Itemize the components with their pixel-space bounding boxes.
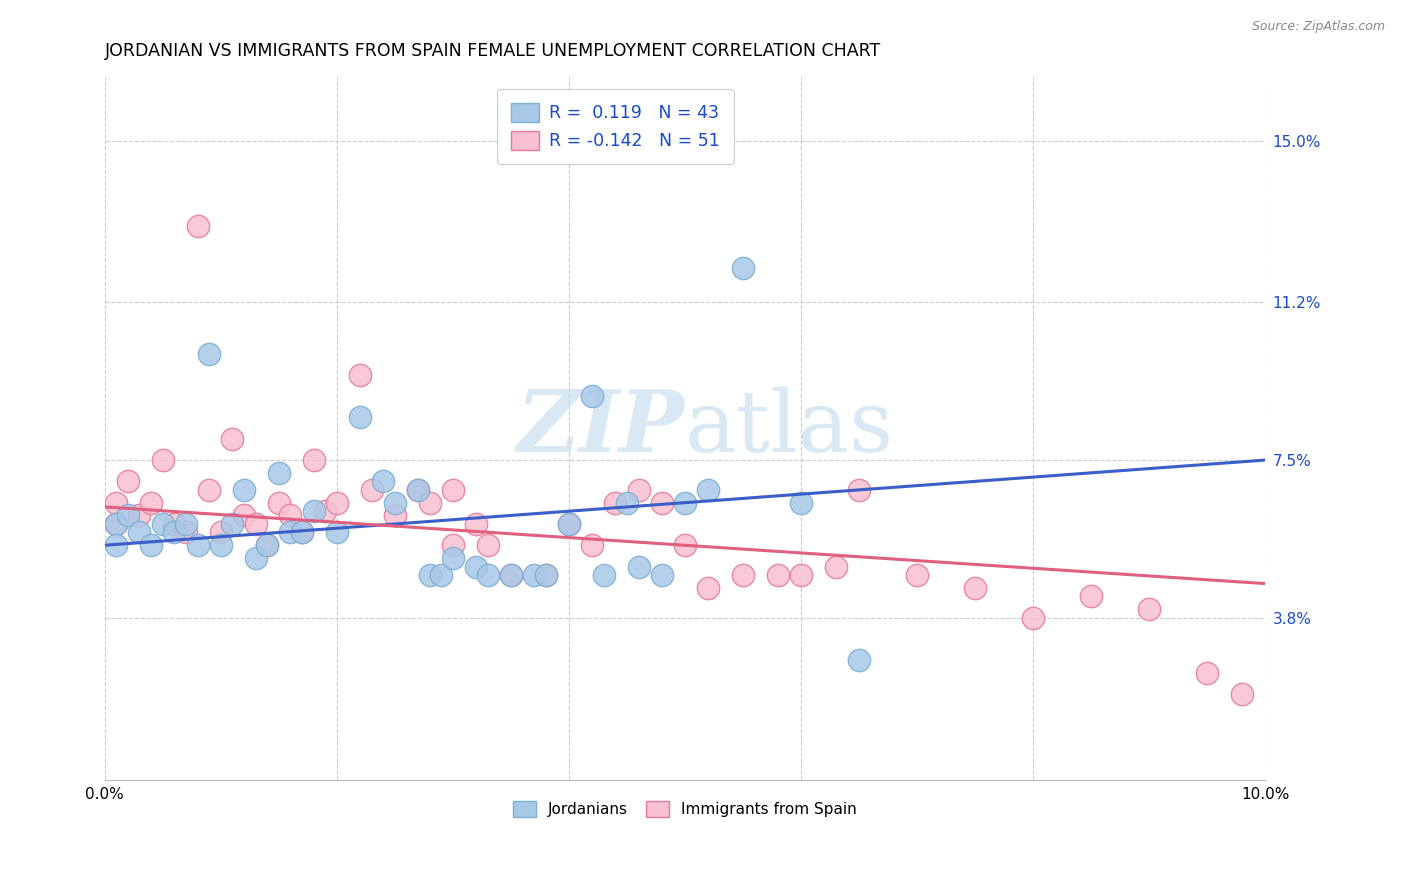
Point xyxy=(291,525,314,540)
Point xyxy=(152,453,174,467)
Point xyxy=(419,496,441,510)
Point xyxy=(152,516,174,531)
Point xyxy=(209,525,232,540)
Point xyxy=(523,568,546,582)
Point xyxy=(581,389,603,403)
Point xyxy=(349,368,371,382)
Point xyxy=(174,525,197,540)
Point xyxy=(384,508,406,523)
Text: atlas: atlas xyxy=(685,386,894,470)
Point xyxy=(905,568,928,582)
Point xyxy=(245,551,267,566)
Point xyxy=(790,568,813,582)
Point xyxy=(965,581,987,595)
Point xyxy=(198,483,221,497)
Point xyxy=(477,538,499,552)
Point xyxy=(592,568,614,582)
Point xyxy=(673,496,696,510)
Point xyxy=(280,525,302,540)
Point xyxy=(825,559,848,574)
Point xyxy=(1230,687,1253,701)
Point xyxy=(697,581,720,595)
Point xyxy=(105,516,128,531)
Point xyxy=(186,538,208,552)
Point xyxy=(406,483,429,497)
Point xyxy=(499,568,522,582)
Point xyxy=(534,568,557,582)
Point xyxy=(105,516,128,531)
Point xyxy=(221,432,243,446)
Point xyxy=(117,475,139,489)
Point xyxy=(139,496,162,510)
Point xyxy=(430,568,453,582)
Point xyxy=(233,508,256,523)
Point xyxy=(651,496,673,510)
Point xyxy=(384,496,406,510)
Point xyxy=(280,508,302,523)
Point xyxy=(163,516,186,531)
Point xyxy=(441,483,464,497)
Point xyxy=(291,525,314,540)
Point xyxy=(198,346,221,360)
Point xyxy=(314,504,336,518)
Point xyxy=(1197,666,1219,681)
Point xyxy=(499,568,522,582)
Point xyxy=(174,516,197,531)
Point xyxy=(186,219,208,233)
Point xyxy=(673,538,696,552)
Point xyxy=(697,483,720,497)
Point xyxy=(302,504,325,518)
Legend: Jordanians, Immigrants from Spain: Jordanians, Immigrants from Spain xyxy=(505,793,865,825)
Point xyxy=(221,516,243,531)
Point xyxy=(534,568,557,582)
Text: ZIP: ZIP xyxy=(517,386,685,470)
Point xyxy=(558,516,581,531)
Point xyxy=(128,508,150,523)
Point xyxy=(256,538,278,552)
Point xyxy=(105,496,128,510)
Point xyxy=(465,516,488,531)
Point xyxy=(1080,590,1102,604)
Point xyxy=(360,483,382,497)
Point xyxy=(233,483,256,497)
Point xyxy=(163,525,186,540)
Point xyxy=(373,475,395,489)
Point xyxy=(326,496,349,510)
Point xyxy=(1022,610,1045,624)
Point xyxy=(128,525,150,540)
Point xyxy=(616,496,638,510)
Text: JORDANIAN VS IMMIGRANTS FROM SPAIN FEMALE UNEMPLOYMENT CORRELATION CHART: JORDANIAN VS IMMIGRANTS FROM SPAIN FEMAL… xyxy=(104,42,882,60)
Point xyxy=(581,538,603,552)
Text: Source: ZipAtlas.com: Source: ZipAtlas.com xyxy=(1251,20,1385,33)
Point xyxy=(349,410,371,425)
Point xyxy=(267,496,290,510)
Point xyxy=(627,559,650,574)
Point xyxy=(139,538,162,552)
Point xyxy=(766,568,789,582)
Point xyxy=(731,261,754,276)
Point xyxy=(256,538,278,552)
Point xyxy=(465,559,488,574)
Point xyxy=(419,568,441,582)
Point xyxy=(267,466,290,480)
Point xyxy=(605,496,627,510)
Point xyxy=(790,496,813,510)
Point xyxy=(477,568,499,582)
Point xyxy=(651,568,673,582)
Point xyxy=(406,483,429,497)
Point xyxy=(848,483,870,497)
Point xyxy=(627,483,650,497)
Point xyxy=(1137,602,1160,616)
Point xyxy=(441,538,464,552)
Point xyxy=(441,551,464,566)
Point xyxy=(558,516,581,531)
Point xyxy=(326,525,349,540)
Point xyxy=(731,568,754,582)
Point xyxy=(245,516,267,531)
Point xyxy=(848,653,870,667)
Point xyxy=(105,538,128,552)
Point xyxy=(209,538,232,552)
Point xyxy=(302,453,325,467)
Point xyxy=(117,508,139,523)
